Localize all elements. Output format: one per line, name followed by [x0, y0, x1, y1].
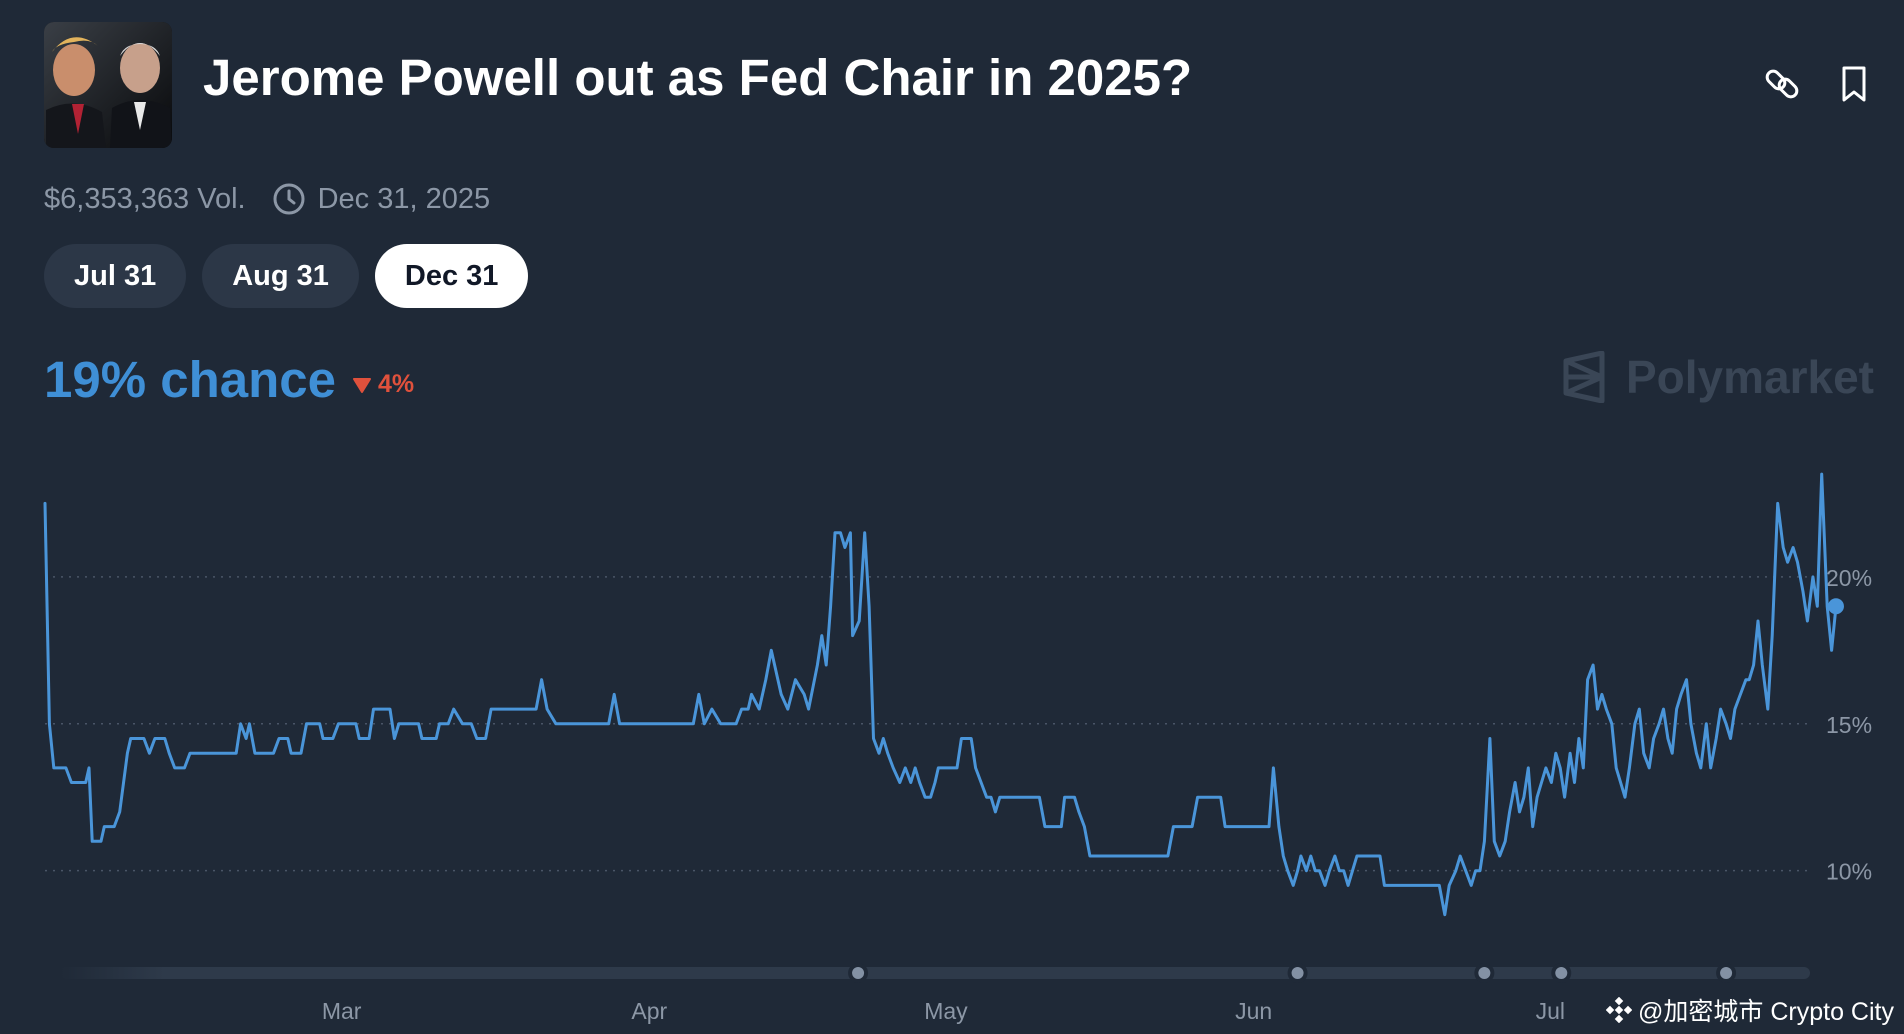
series-line-yes [43, 472, 1838, 917]
down-triangle-icon [353, 377, 371, 393]
chance-change-text: 4% [378, 370, 415, 398]
timeline-marker[interactable] [848, 963, 869, 983]
polymarket-logo: Polymarket [1562, 350, 1874, 404]
timeline-scrubber[interactable] [60, 963, 1810, 983]
chance-value: 19% chance [44, 351, 337, 408]
watermark: @加密城市 Crypto City [1606, 992, 1894, 1028]
scrubber-track [60, 967, 1810, 979]
timeline-marker[interactable] [1716, 963, 1737, 983]
volume-text: $6,353,363 Vol. [44, 182, 246, 215]
y-axis-ticks: 10% 15% 20% [1826, 565, 1872, 885]
x-tick-label: Apr [631, 998, 667, 1024]
tab-jul-31[interactable]: Jul 31 [44, 244, 187, 308]
y-tick-label: 10% [1826, 859, 1872, 885]
watermark-text: @加密城市 Crypto City [1638, 998, 1894, 1026]
clock-icon [273, 183, 305, 215]
x-tick-label: Jun [1235, 998, 1272, 1024]
timeline-marker[interactable] [1551, 963, 1572, 983]
link-icon[interactable] [1762, 64, 1802, 104]
market-meta: $6,353,363 Vol. Dec 31, 2025 [44, 182, 490, 216]
market-title: Jerome Powell out as Fed Chair in 2025? [203, 49, 1193, 106]
tab-aug-31[interactable]: Aug 31 [202, 244, 359, 308]
brand-name: Polymarket [1625, 351, 1874, 403]
end-date-text: Dec 31, 2025 [317, 182, 491, 215]
timeline-marker[interactable] [1287, 963, 1308, 983]
bookmark-icon[interactable] [1834, 64, 1874, 104]
x-axis-ticks: Mar Apr May Jun Jul [322, 998, 1565, 1024]
market-image [44, 22, 172, 148]
x-tick-label: May [924, 998, 968, 1024]
series-layer [43, 472, 1844, 917]
polymarket-icon [1563, 351, 1605, 403]
chance-change: 4% [352, 370, 414, 399]
current-value-point [1827, 598, 1844, 615]
timeline-marker[interactable] [1474, 963, 1495, 983]
y-tick-label: 15% [1826, 712, 1872, 738]
y-tick-label: 20% [1826, 565, 1872, 591]
binance-icon [1606, 997, 1633, 1023]
x-tick-label: Jul [1536, 998, 1565, 1024]
date-tabs: Jul 31 Aug 31 Dec 31 [44, 244, 529, 308]
tab-dec-31[interactable]: Dec 31 [374, 244, 529, 308]
x-tick-label: Mar [322, 998, 362, 1024]
